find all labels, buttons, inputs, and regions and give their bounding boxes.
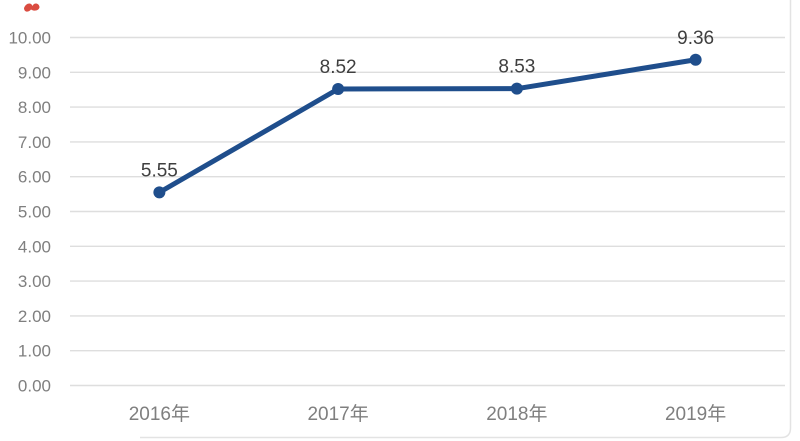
y-axis-tick-label: 10.00 [8,29,51,48]
y-axis-tick-label: 7.00 [18,133,51,152]
y-axis-tick-label: 6.00 [18,168,51,187]
x-axis-category-label: 2019年 [665,403,726,425]
series-line [156,57,699,195]
y-axis-tick-label: 5.00 [18,203,51,222]
data-point-label: 5.55 [141,160,178,181]
data-point-marker [153,186,166,199]
image-border [140,0,792,439]
x-axis-category-label: 2016年 [129,403,190,425]
data-point-label: 9.36 [677,28,714,49]
y-axis-tick-label: 2.00 [18,307,51,326]
data-point-marker [689,53,702,66]
x-axis-category-label: 2018年 [486,403,547,425]
y-axis-tick-label: 0.00 [18,377,51,396]
y-axis-tick-label: 4.00 [18,237,51,256]
data-point-label: 8.52 [320,57,357,78]
red-scribble-mark [24,3,40,12]
data-point-marker [510,82,523,95]
data-point-marker [332,83,345,96]
y-axis-tick-label: 9.00 [18,63,51,82]
y-axis-tick-label: 3.00 [18,272,51,291]
y-axis-tick-label: 8.00 [18,98,51,117]
y-axis-tick-label: 1.00 [18,342,51,361]
x-axis-category-label: 2017年 [307,403,368,425]
data-point-label: 8.53 [498,57,535,78]
